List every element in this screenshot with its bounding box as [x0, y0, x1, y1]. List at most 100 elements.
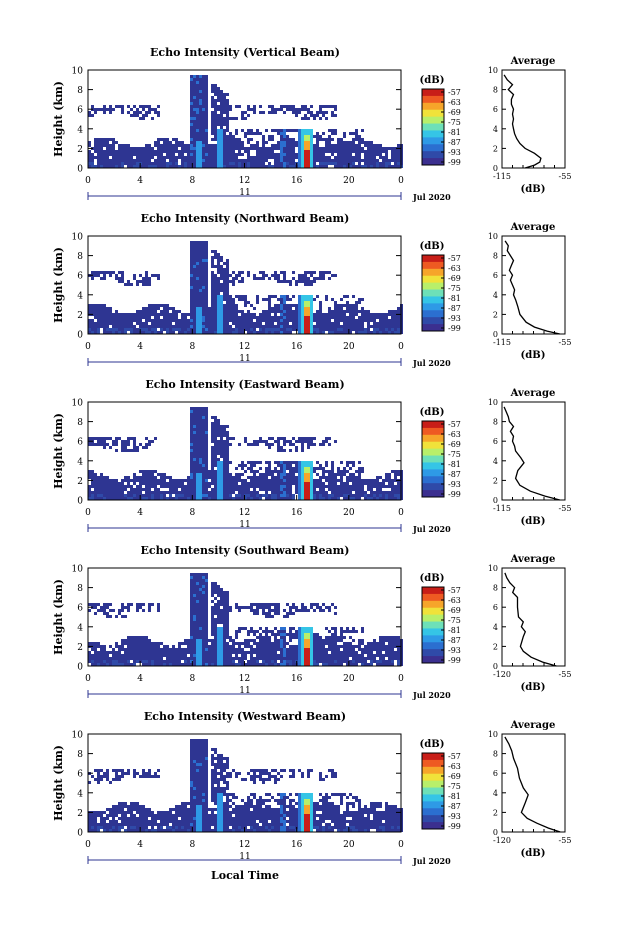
y-tick-label: 8: [77, 584, 83, 594]
day-label: 11: [239, 520, 250, 530]
profile-x-tick-label: -55: [559, 504, 572, 513]
colorbar-tick-label: -75: [448, 450, 461, 459]
profile-x-label: (dB): [521, 516, 546, 527]
panel-1: Echo Intensity (Vertical Beam) 0 2 4 6 8 10 Hei…: [52, 46, 571, 202]
profile-frame: [501, 401, 566, 501]
profile-y-tick-label: 8: [493, 418, 498, 427]
x-tick-label: 0: [398, 342, 404, 352]
colorbar-tick-label: -69: [448, 772, 461, 781]
colorbar-tick-label: -57: [448, 586, 461, 595]
x-tick-label: 12: [239, 176, 250, 186]
profile-x-tick-label: -115: [493, 338, 511, 347]
colorbar-title: (dB): [420, 573, 445, 584]
profile-frame: [501, 235, 566, 335]
y-axis-label: Height (km): [52, 745, 65, 821]
colorbar-tick-label: -99: [448, 490, 461, 499]
profile-x-tick-label: -120: [493, 670, 511, 679]
y-tick-label: 0: [77, 663, 83, 673]
month-year-label: Jul 2020: [412, 690, 451, 700]
y-tick-label: 4: [77, 291, 83, 301]
month-year-label: Jul 2020: [412, 856, 451, 866]
x-tick-label: 0: [398, 176, 404, 186]
y-axis-label: Height (km): [52, 81, 65, 157]
colorbar-title: (dB): [420, 407, 445, 418]
profile-line: [503, 406, 560, 501]
panel-2: Echo Intensity (Northward Beam) 0 2 4 6 8 10 He…: [52, 212, 571, 368]
colorbar-tick-label: -57: [448, 420, 461, 429]
panel-title: Echo Intensity (Vertical Beam): [150, 46, 340, 59]
colorbar-tick-label: -63: [448, 596, 461, 605]
panel-3: Echo Intensity (Eastward Beam) 0 2 4 6 8 10 Hei…: [52, 378, 571, 534]
x-tick-label: 4: [137, 508, 143, 518]
day-label: 11: [239, 188, 250, 198]
profile-x-tick-label: -115: [493, 504, 511, 513]
profile-x-label: (dB): [521, 682, 546, 693]
profile-y-tick-label: 2: [493, 808, 498, 817]
x-tick-label: 0: [85, 840, 91, 850]
profile-title: Average: [510, 720, 556, 731]
colorbar-tick-label: -69: [448, 606, 461, 615]
y-tick-label: 0: [77, 497, 83, 507]
profile-y-tick-label: 8: [493, 584, 498, 593]
x-tick-label: 0: [398, 674, 404, 684]
profile-y-tick-label: 10: [488, 232, 498, 241]
y-tick-label: 6: [77, 272, 83, 282]
day-label: 11: [239, 354, 250, 364]
y-tick-label: 10: [72, 67, 84, 77]
day-label: 11: [239, 852, 250, 862]
x-axis-label: Local Time: [211, 869, 279, 882]
colorbar-title: (dB): [420, 75, 445, 86]
profile-x-tick-label: -55: [559, 670, 572, 679]
profile-y-tick-label: 8: [493, 86, 498, 95]
panel-5: Echo Intensity (Westward Beam) 0 2 4 6 8 10 Hei…: [52, 710, 571, 866]
colorbar: [422, 753, 444, 830]
profile-title: Average: [510, 388, 556, 399]
x-tick-label: 16: [291, 840, 303, 850]
profile-line: [504, 736, 561, 833]
colorbar-tick-label: -57: [448, 88, 461, 97]
panel-4: Echo Intensity (Southward Beam) 0 2 4 6 8 10 He…: [52, 544, 571, 700]
x-tick-label: 12: [239, 508, 250, 518]
y-axis-label: Height (km): [52, 247, 65, 323]
colorbar-tick-label: -87: [448, 470, 461, 479]
profile-y-tick-label: 10: [488, 398, 498, 407]
x-tick-label: 0: [85, 508, 91, 518]
colorbar-tick-label: -75: [448, 118, 461, 127]
y-tick-label: 6: [77, 604, 83, 614]
y-tick-label: 6: [77, 438, 83, 448]
profile-line: [504, 572, 557, 667]
x-tick-label: 12: [239, 674, 250, 684]
profile-y-tick-label: 2: [493, 144, 498, 153]
x-tick-label: 4: [137, 674, 143, 684]
heatmap-field: [88, 75, 403, 168]
x-tick-label: 4: [137, 342, 143, 352]
profile-x-tick-label: -55: [559, 836, 572, 845]
x-tick-label: 8: [189, 674, 195, 684]
y-tick-label: 0: [77, 829, 83, 839]
profile-y-tick-label: 2: [493, 310, 498, 319]
month-year-label: Jul 2020: [412, 192, 451, 202]
panel-title: Echo Intensity (Eastward Beam): [145, 378, 344, 391]
profile-y-tick-label: 4: [493, 789, 498, 798]
profile-x-tick-label: -115: [493, 172, 511, 181]
heatmap-field: [88, 573, 403, 666]
panel-title: Echo Intensity (Northward Beam): [141, 212, 350, 225]
colorbar-tick-label: -69: [448, 274, 461, 283]
profile-y-tick-label: 0: [493, 828, 498, 837]
y-tick-label: 10: [72, 233, 84, 243]
profile-title: Average: [510, 554, 556, 565]
colorbar-tick-label: -81: [448, 792, 461, 801]
y-tick-label: 8: [77, 86, 83, 96]
x-tick-label: 4: [137, 840, 143, 850]
y-tick-label: 2: [77, 643, 83, 653]
colorbar-tick-label: -87: [448, 138, 461, 147]
colorbar-tick-label: -93: [448, 314, 461, 323]
colorbar-tick-label: -57: [448, 752, 461, 761]
y-tick-label: 10: [72, 565, 84, 575]
y-axis-label: Height (km): [52, 413, 65, 489]
profile-y-tick-label: 10: [488, 730, 498, 739]
y-tick-label: 8: [77, 750, 83, 760]
profile-x-label: (dB): [521, 184, 546, 195]
colorbar-tick-label: -99: [448, 324, 461, 333]
